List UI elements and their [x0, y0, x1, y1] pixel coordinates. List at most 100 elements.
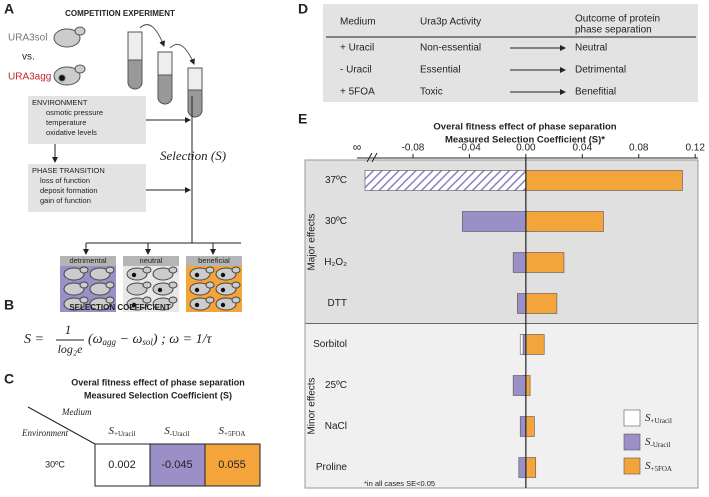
yeast-bud: [168, 266, 178, 274]
yeast-cell: [63, 282, 85, 296]
tube-icons: [127, 24, 203, 118]
table-cell: + 5FOA: [340, 87, 375, 98]
yeast-bud: [168, 281, 178, 289]
box-title: PHASE TRANSITION: [32, 166, 105, 175]
formula-part: − ω: [116, 332, 142, 347]
yeast-bud: [205, 266, 215, 274]
yeast-cell: [126, 282, 148, 296]
formula-part: S =: [24, 332, 44, 347]
aggregate-dot: [194, 287, 200, 293]
symbol: S: [164, 425, 170, 437]
panel-letter: D: [298, 1, 308, 17]
aggregate-dot: [220, 287, 226, 293]
formula-part: ): [152, 332, 158, 347]
yeast-cell: [189, 282, 211, 296]
bar: [462, 211, 527, 232]
category-label: Sorbitol: [313, 339, 347, 350]
yeast-cell: [215, 267, 237, 281]
table-cell: Detrimental: [575, 65, 626, 76]
table-cell: + Uracil: [340, 43, 374, 54]
aggregate-dot: [131, 272, 137, 278]
category-label: DTT: [328, 298, 347, 309]
formula-part: (ω: [88, 332, 103, 347]
formula-part: log₂e: [58, 342, 84, 356]
category-label: 37ºC: [325, 175, 347, 186]
table-cell: [149, 443, 206, 487]
yeast-cell: [152, 297, 174, 311]
bar: [525, 334, 545, 355]
yeast-bud: [168, 296, 178, 304]
yeast-cell: [126, 297, 148, 311]
outcome-label: beneficial: [198, 256, 230, 265]
chart-subtitle: Measured Selection Coefficient (S)*: [445, 135, 605, 146]
medium-table: Medium Ura3p Activity Outcome of proteinph…: [326, 14, 696, 98]
table-cell: - Uracil: [340, 65, 372, 76]
group-label: Minor effects: [307, 377, 318, 434]
yeast-cell: [152, 282, 174, 296]
panel-title: Overal fitness effect of phase separatio…: [71, 377, 245, 387]
coefficient-table: S+Uracil0.002S-Uracil-0.045S+5FOA0.05530…: [45, 425, 261, 487]
aggregate-dot: [220, 302, 226, 308]
yeast-cell: [63, 267, 85, 281]
symbol-label: S+5FOA: [219, 425, 246, 438]
group-label: Major effects: [307, 213, 318, 270]
chart-title: Overal fitness effect of phase separatio…: [433, 122, 616, 133]
chart: Overal fitness effect of phase separatio…: [304, 122, 705, 489]
axis-break: [366, 152, 378, 163]
table-cell: [204, 443, 261, 487]
panel-letter: E: [298, 111, 307, 127]
yeast-cell: [89, 282, 111, 296]
formula-group: (ωagg − ωsol) ; ω = 1/τ: [88, 332, 212, 347]
yeast-cell: [89, 297, 111, 311]
category-label: NaCl: [325, 421, 347, 432]
yeast-cell: [189, 297, 211, 311]
footnote: *in all cases SE<0.05: [364, 479, 435, 488]
outcome-header: [186, 256, 242, 266]
formula-part: 1: [65, 322, 72, 337]
bar: [525, 457, 537, 478]
x-tick-label: 0.00: [516, 143, 536, 154]
legend-swatch: [623, 433, 641, 451]
subscript: -Uracil: [170, 430, 190, 438]
table-header: Medium: [340, 17, 376, 28]
symbol-label: S+Uracil: [645, 412, 672, 425]
table-cell: Benefitial: [575, 87, 616, 98]
bar: [525, 252, 565, 273]
table-header: Outcome of protein: [575, 14, 660, 25]
bar: [517, 293, 527, 314]
box-line: gain of function: [40, 196, 91, 205]
symbol-label: S-Uracil: [645, 436, 670, 449]
panel-letter: C: [4, 371, 14, 387]
table-cell: Essential: [420, 65, 461, 76]
table-cell: Neutral: [575, 43, 607, 54]
yeast-bud: [205, 281, 215, 289]
subscript: +5FOA: [224, 430, 245, 438]
symbol: S: [645, 436, 651, 448]
yeast-bud: [142, 281, 152, 289]
corner-label: Environment: [21, 428, 69, 438]
legend-swatch: [623, 409, 641, 427]
table-cell: Non-essential: [420, 43, 481, 54]
symbol-label: S-Uracil: [164, 425, 189, 438]
subscript: +Uracil: [651, 417, 672, 425]
box-line: temperature: [46, 118, 86, 127]
table-cell: Toxic: [420, 87, 443, 98]
yeast-bud: [79, 296, 89, 304]
corner-line: [27, 406, 96, 445]
category-label: Proline: [316, 462, 348, 473]
formula: S = 1 log₂e (ωagg − ωsol) ; ω = 1/τ: [24, 322, 212, 356]
x-tick-label: -0.04: [458, 143, 481, 154]
x-tick-label: -0.08: [402, 143, 425, 154]
yeast-bud: [142, 266, 152, 274]
symbol: S: [219, 425, 225, 437]
corner-label: Medium: [61, 407, 92, 417]
strain-label: URA3sol: [8, 33, 47, 44]
table-header: Ura3p Activity: [420, 17, 481, 28]
symbol: S: [645, 460, 651, 472]
vs-label: vs.: [22, 52, 35, 63]
yeast-bud: [105, 266, 115, 274]
category-label: H₂O₂: [324, 257, 347, 268]
category-label: 25ºC: [325, 380, 347, 391]
yeast-bud: [205, 296, 215, 304]
outcome-label: neutral: [140, 256, 163, 265]
